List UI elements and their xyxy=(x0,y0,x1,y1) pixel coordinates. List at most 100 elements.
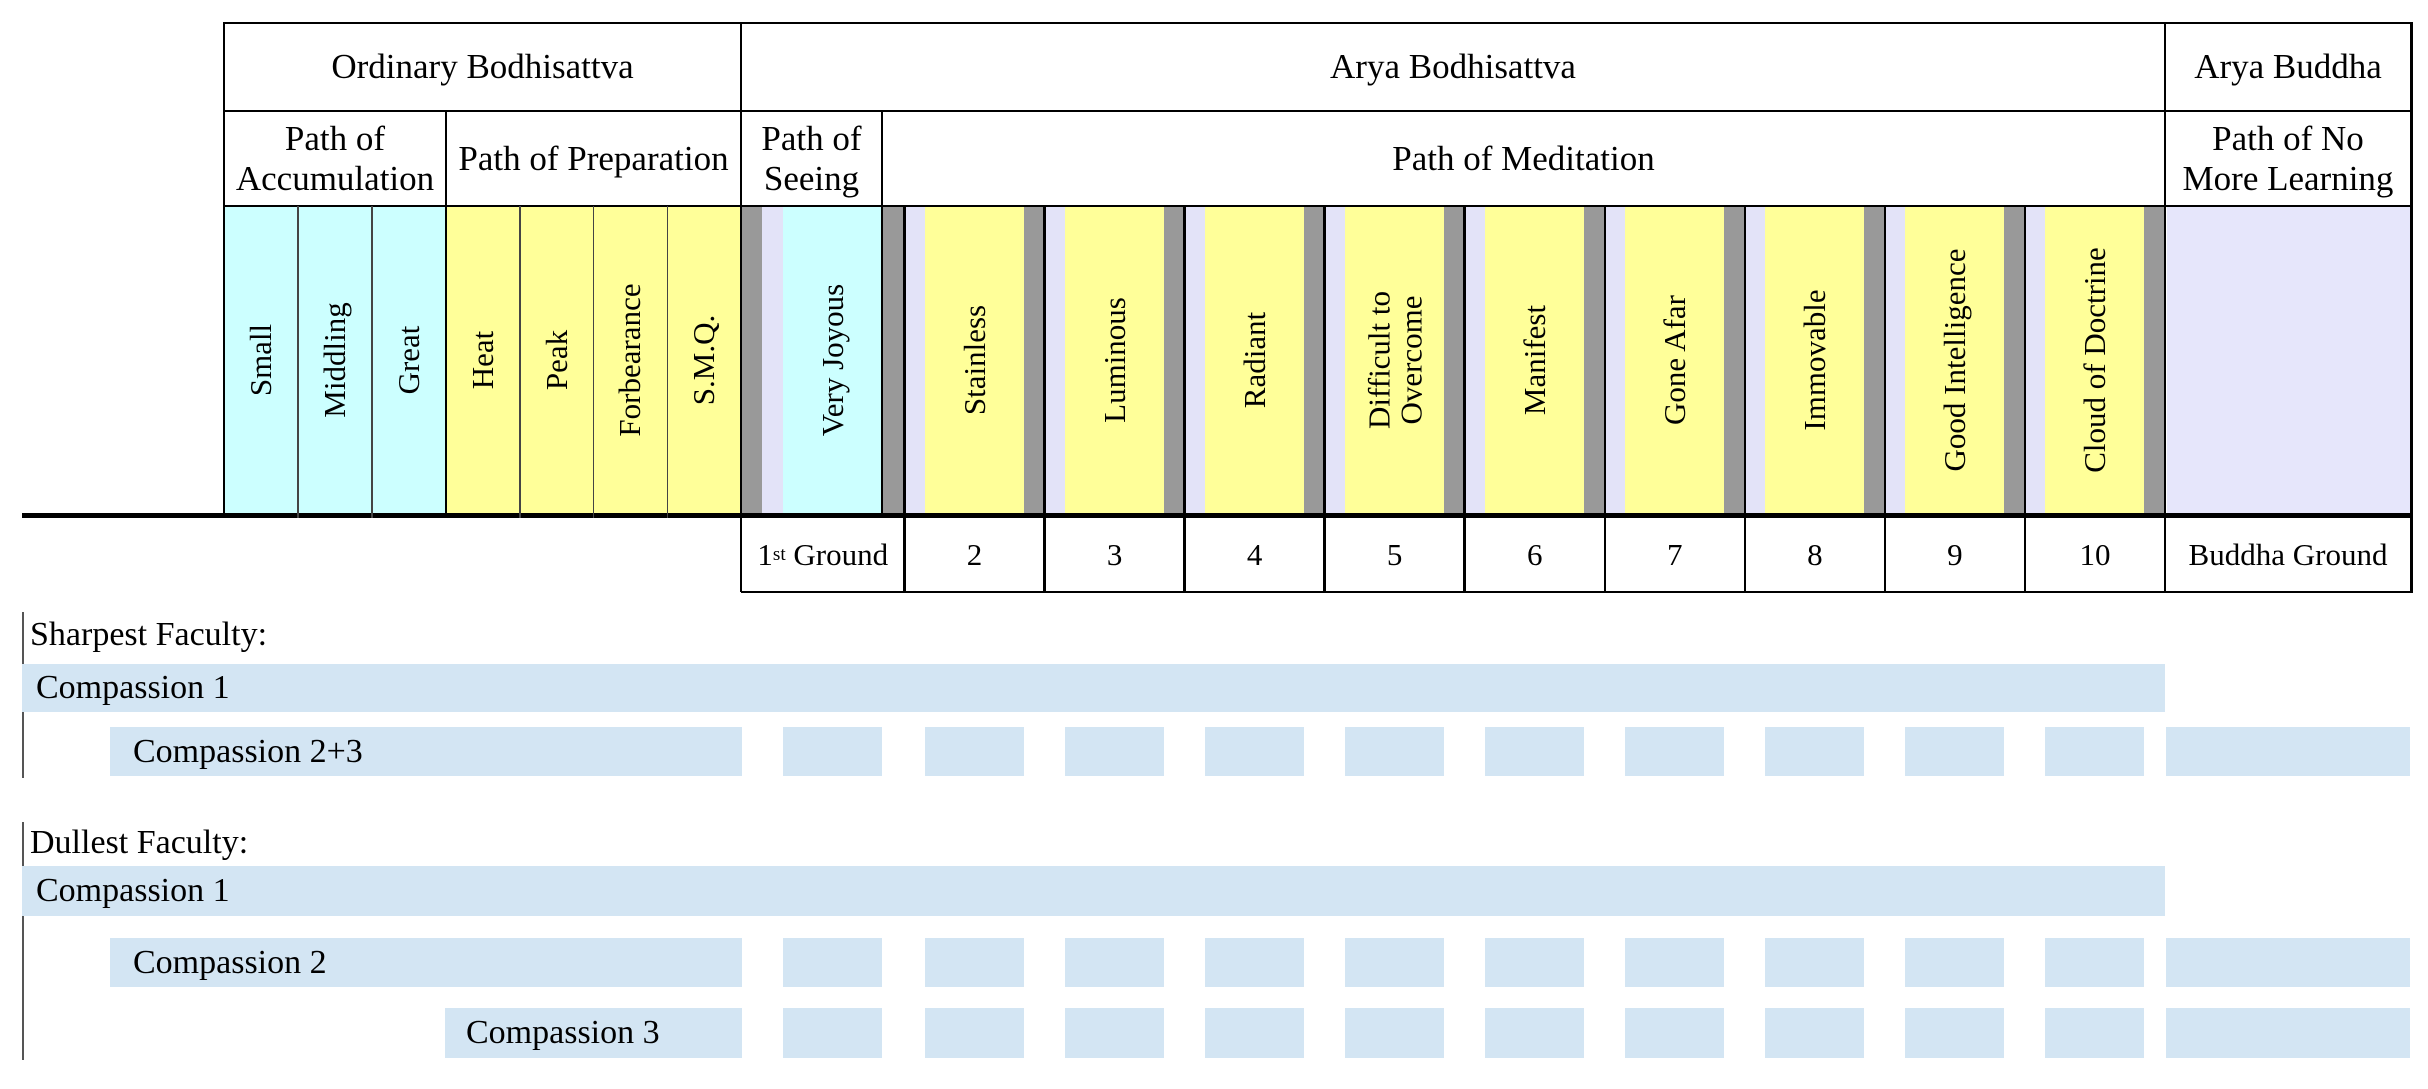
ground-boundary-border xyxy=(1603,206,1607,592)
path-header-line: Path of No xyxy=(2212,119,2364,159)
separator-gray-strip xyxy=(1864,206,1885,518)
compassion-bar-segment-compassion-3 xyxy=(1485,1008,1585,1058)
path-header-preparation: Path of Preparation xyxy=(446,111,741,206)
table-thick-baseline xyxy=(22,513,2412,518)
compassion-bar-label-compassion-3: Compassion 3 xyxy=(466,1014,660,1051)
separator-gray-strip xyxy=(1164,206,1185,518)
stage-fill-radiant xyxy=(1205,206,1305,518)
compassion-bar-segment-compassion-2 xyxy=(925,938,1024,987)
stage-label-peak: Peak xyxy=(538,329,574,391)
compassion-bar-segment-compassion-2 xyxy=(2045,938,2145,987)
compassion-bar-label-compassion-1: Compassion 1 xyxy=(36,872,230,909)
compassion-bar-segment-compassion-2-3 xyxy=(783,727,882,776)
ground-number-cell-7: 7 xyxy=(1667,536,1683,572)
stage-fill-immovable xyxy=(1765,206,1865,518)
compassion-bar-segment-compassion-3 xyxy=(1905,1008,2005,1058)
compassion-bar-compassion-1 xyxy=(22,866,2165,916)
separator-gray-strip xyxy=(1024,206,1045,518)
compassion-bar-label-compassion-1: Compassion 1 xyxy=(36,669,230,706)
stage-fill-good-intelligence xyxy=(1905,206,2005,518)
compassion-bar-segment-compassion-2 xyxy=(1485,938,1585,987)
compassion-bar-segment-compassion-3 xyxy=(2166,1008,2410,1058)
ground-boundary-border xyxy=(1883,206,1887,592)
stage-fill-luminous xyxy=(1065,206,1165,518)
compassion-bar-segment-compassion-2 xyxy=(2166,938,2410,987)
path-header-line: More Learning xyxy=(2182,158,2394,198)
compassion-bar-segment-compassion-3 xyxy=(1765,1008,1865,1058)
table-border-number-row-bottom xyxy=(741,591,2412,593)
compassion-bar-segment-compassion-2 xyxy=(1905,938,2005,987)
compassion-bar-compassion-2-3 xyxy=(110,727,742,776)
separator-lavender-strip xyxy=(1326,206,1346,518)
compassion-bar-segment-compassion-2 xyxy=(1765,938,1865,987)
compassion-bar-segment-compassion-2-3 xyxy=(1765,727,1865,776)
stage-label-radiant: Radiant xyxy=(1236,311,1272,409)
path-header-meditation: Path of Meditation xyxy=(882,111,2165,206)
path-header-no-more-learning: Path of No More Learning xyxy=(2165,111,2411,206)
stage-label-stainless: Stainless xyxy=(956,304,992,416)
compassion-bar-label-compassion-2-3: Compassion 2+3 xyxy=(133,732,363,770)
separator-lavender-strip xyxy=(1886,206,1906,518)
stage-fill-gone-afar xyxy=(1625,206,1725,518)
table-border-accum-prep xyxy=(445,111,447,518)
ground-number-cell-3: 3 xyxy=(1106,536,1123,572)
ground-boundary-border xyxy=(1463,206,1466,592)
stage-fill-buddha-ground xyxy=(2166,206,2411,518)
stage-label-luminous: Luminous xyxy=(1096,297,1132,423)
separator-lavender-strip xyxy=(1466,206,1486,518)
separator-gray-strip xyxy=(2004,206,2025,518)
stage-label-great: Great xyxy=(391,325,427,395)
table-border-ordinary-arya xyxy=(739,23,743,592)
stage-label-good-intelligence: Good Intelligence xyxy=(1937,248,1973,472)
compassion-bar-compassion-3 xyxy=(445,1008,742,1058)
section-title-sharpest-faculty: Sharpest Faculty: xyxy=(30,616,268,653)
ground-boundary-border xyxy=(1743,206,1747,592)
ground-boundary-border xyxy=(903,206,906,592)
path-header-line: Path of Preparation xyxy=(458,138,729,178)
compassion-bar-segment-compassion-2-3 xyxy=(925,727,1024,776)
compassion-bar-segment-compassion-3 xyxy=(925,1008,1024,1058)
stage-label-heat: Heat xyxy=(465,330,501,390)
table-border-arya-buddha xyxy=(2163,23,2167,592)
path-header-line: Path of xyxy=(284,119,386,159)
table-border-seeing-meditation xyxy=(881,111,883,518)
compassion-bar-segment-compassion-2 xyxy=(1625,938,1725,987)
being-header-arya-bodhisattva: Arya Bodhisattva xyxy=(1330,47,1576,87)
compassion-bar-segment-compassion-2 xyxy=(783,938,882,987)
stage-subcolumn-border xyxy=(592,206,595,518)
separator-gray-strip xyxy=(1724,206,1745,518)
path-header-accumulation: Path of Accumulation xyxy=(224,111,446,206)
ground-boundary-border xyxy=(1323,206,1326,592)
ground-number-cell-10: 10 xyxy=(2079,536,2111,572)
stage-label-gone-afar: Gone Afar xyxy=(1656,295,1692,425)
compassion-bar-segment-compassion-2-3 xyxy=(1205,727,1305,776)
compassion-bar-segment-compassion-3 xyxy=(2045,1008,2145,1058)
table-border-left xyxy=(222,21,225,518)
path-header-line: Accumulation xyxy=(235,158,435,198)
stage-fill-stainless xyxy=(925,206,1024,518)
stage-subcolumn-border xyxy=(297,206,299,518)
separator-gray-strip xyxy=(1304,206,1325,518)
stage-label-difficult-to-overcome: Difficult to Overcome xyxy=(1361,290,1428,430)
stage-label-forbearance: Forbearance xyxy=(612,283,648,437)
stage-fill-very-joyous xyxy=(783,206,882,518)
faculty-section-axis-line xyxy=(22,822,24,1060)
separator-gray-strip xyxy=(1584,206,1605,518)
table-border-row2 xyxy=(224,205,2411,207)
ground-number-cell-2: 2 xyxy=(966,536,983,572)
separator-lavender-strip xyxy=(2026,206,2046,518)
stage-subcolumn-border xyxy=(666,206,668,518)
stage-subcolumn-border xyxy=(371,206,373,518)
being-header-arya-buddha: Arya Buddha xyxy=(2194,47,2382,87)
ground-number-cell-9: 9 xyxy=(1947,536,1963,572)
compassion-bar-segment-compassion-3 xyxy=(783,1008,882,1058)
stage-label-immovable: Immovable xyxy=(1797,289,1833,431)
compassion-bar-segment-compassion-2 xyxy=(1205,938,1305,987)
compassion-bar-segment-compassion-2-3 xyxy=(2045,727,2145,776)
section-title-dullest-faculty: Dullest Faculty: xyxy=(30,824,249,861)
stage-fill-manifest xyxy=(1485,206,1585,518)
separator-gray-strip xyxy=(882,206,905,518)
separator-gray-strip xyxy=(1444,206,1465,518)
